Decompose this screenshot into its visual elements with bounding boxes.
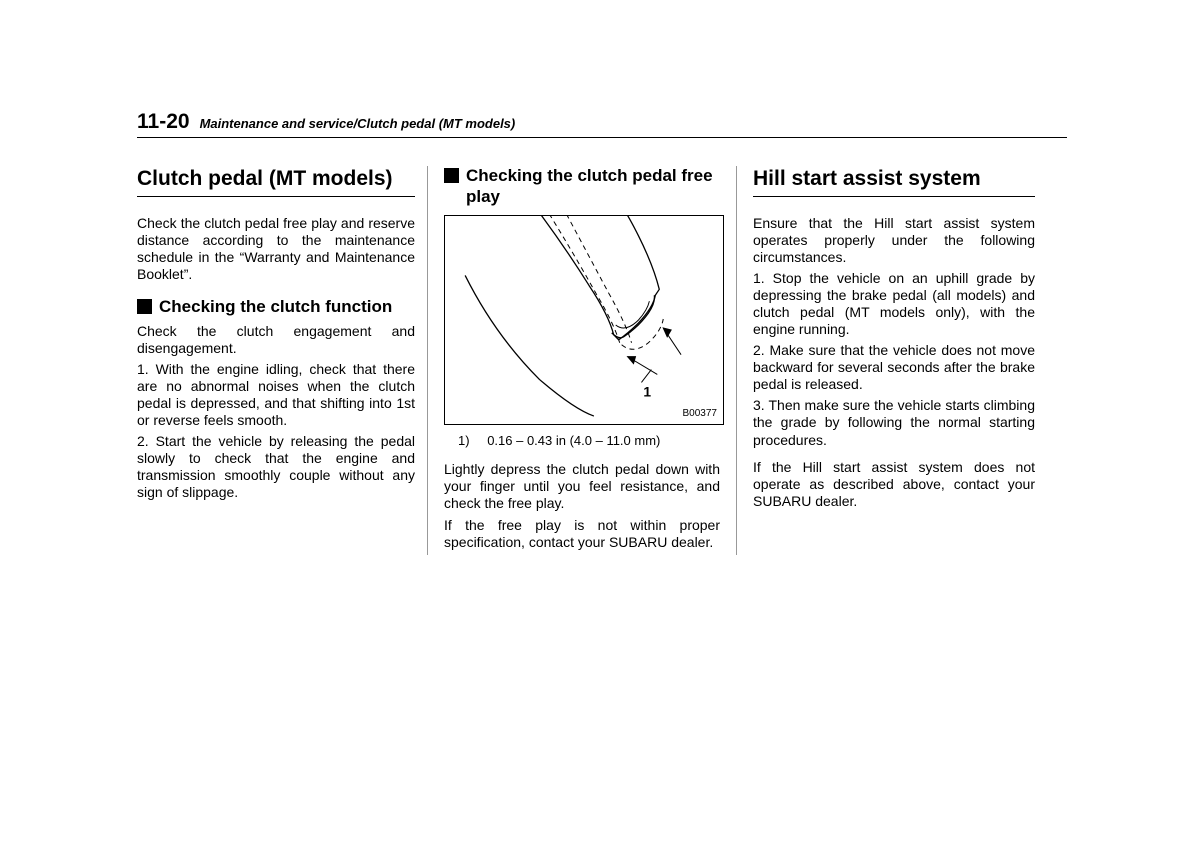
body-text: If the free play is not within proper sp… <box>444 517 720 551</box>
body-text: If the Hill start assist system does not… <box>753 459 1035 510</box>
square-bullet-icon <box>444 168 459 183</box>
pedal-diagram-svg: 1 <box>445 216 723 424</box>
caption-number: 1) <box>458 433 470 448</box>
clutch-pedal-figure: 1 B00377 <box>444 215 724 425</box>
body-text: Check the clutch engagement and disengag… <box>137 323 415 357</box>
figure-caption: 1) 0.16 – 0.43 in (4.0 – 11.0 mm) <box>458 433 720 449</box>
body-text: 1. Stop the vehicle on an uphill grade b… <box>753 270 1035 338</box>
column-3: Hill start assist system Ensure that the… <box>737 166 1047 555</box>
page-header: 11-20 Maintenance and service/Clutch ped… <box>137 110 1067 138</box>
section-title-clutch-pedal: Clutch pedal (MT models) <box>137 166 415 197</box>
figure-id: B00377 <box>683 408 717 420</box>
column-1: Clutch pedal (MT models) Check the clutc… <box>137 166 427 555</box>
body-text: Lightly depress the clutch pedal down wi… <box>444 461 720 512</box>
body-text: 3. Then make sure the vehicle starts cli… <box>753 397 1035 448</box>
page-number: 11-20 <box>137 110 190 134</box>
body-text: 2. Start the vehicle by releasing the pe… <box>137 433 415 501</box>
body-text: Ensure that the Hill start assist system… <box>753 215 1035 266</box>
subheading-text: Checking the clutch pedal free play <box>466 166 720 207</box>
subheading-clutch-function: Checking the clutch function <box>137 297 415 318</box>
square-bullet-icon <box>137 299 152 314</box>
figure-callout-number: 1 <box>643 384 651 400</box>
manual-page: 11-20 Maintenance and service/Clutch ped… <box>137 110 1067 555</box>
intro-paragraph: Check the clutch pedal free play and res… <box>137 215 415 283</box>
body-text: 1. With the engine idling, check that th… <box>137 361 415 429</box>
section-title-hill-start: Hill start assist system <box>753 166 1035 197</box>
column-2: Checking the clutch pedal free play <box>427 166 737 555</box>
caption-text: 0.16 – 0.43 in (4.0 – 11.0 mm) <box>487 433 660 448</box>
body-text: 2. Make sure that the vehicle does not m… <box>753 342 1035 393</box>
subheading-text: Checking the clutch function <box>159 297 392 318</box>
subheading-free-play: Checking the clutch pedal free play <box>444 166 720 207</box>
breadcrumb: Maintenance and service/Clutch pedal (MT… <box>200 116 516 131</box>
content-columns: Clutch pedal (MT models) Check the clutc… <box>137 166 1067 555</box>
